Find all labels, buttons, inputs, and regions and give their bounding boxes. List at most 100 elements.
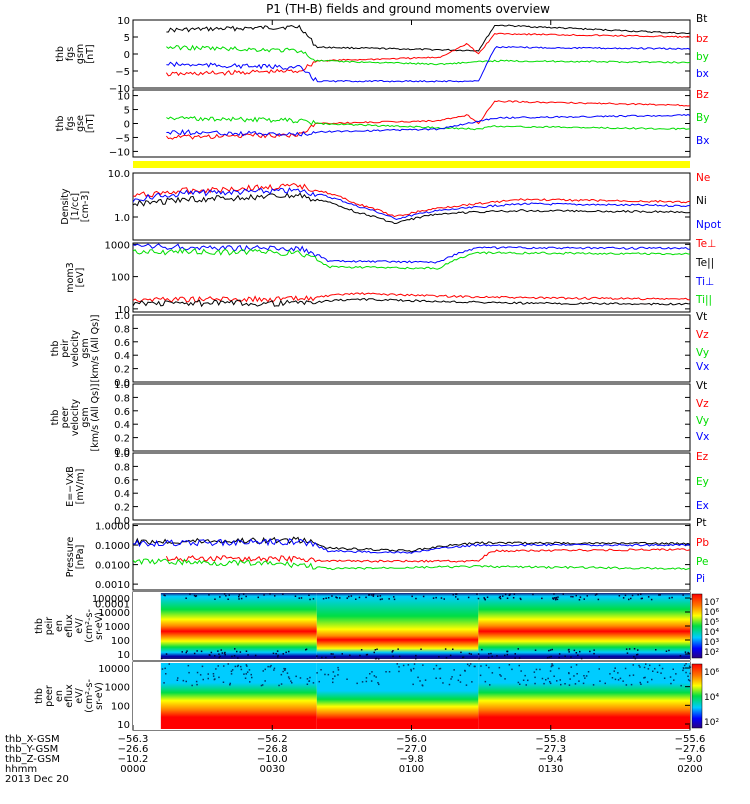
spectrogram-noise bbox=[393, 598, 396, 601]
y-tick-label: 5 bbox=[124, 106, 130, 117]
spectrogram-noise bbox=[335, 596, 337, 598]
spectrogram-noise bbox=[237, 657, 239, 659]
spectrogram-noise bbox=[298, 597, 300, 599]
y-axis-label: [nT] bbox=[85, 44, 96, 63]
y-tick-label: 100 bbox=[111, 273, 130, 284]
y-axis-label: fgs bbox=[65, 47, 76, 61]
y-axis-label: [km/s (All Qs)] bbox=[90, 384, 101, 452]
spectrogram-noise bbox=[290, 680, 292, 682]
spectrogram-noise bbox=[398, 655, 401, 658]
spectrogram-noise bbox=[656, 671, 659, 673]
y-axis-label: [cm-3] bbox=[80, 191, 91, 222]
spectrogram-noise bbox=[238, 594, 241, 596]
y-tick-label: 10000 bbox=[98, 664, 130, 675]
spectrogram-late bbox=[478, 663, 690, 729]
spectrogram-noise bbox=[564, 683, 566, 685]
spectrogram-noise bbox=[498, 666, 501, 669]
spectrogram-noise bbox=[350, 595, 353, 597]
spectrogram-noise bbox=[218, 653, 220, 655]
spectrogram-noise bbox=[467, 596, 470, 599]
spectrogram-noise bbox=[181, 651, 183, 653]
x-tick-xgsm: −56.0 bbox=[396, 734, 427, 745]
spectrogram-noise bbox=[625, 648, 628, 650]
spectrogram-noise bbox=[231, 655, 233, 658]
x-row-label: 2013 Dec 20 bbox=[5, 774, 69, 785]
spectrogram-noise bbox=[593, 652, 595, 655]
spectrogram-noise bbox=[502, 595, 504, 597]
spectrogram-noise bbox=[640, 683, 642, 685]
spectrogram-noise bbox=[628, 674, 631, 677]
spectrogram-noise bbox=[477, 653, 480, 655]
spectrogram-noise bbox=[225, 595, 227, 597]
spectrogram-noise bbox=[593, 649, 595, 651]
spectrogram-noise bbox=[207, 673, 209, 675]
spectrogram-noise bbox=[639, 681, 641, 684]
spectrogram-noise bbox=[365, 677, 368, 679]
spectrogram-noise bbox=[305, 649, 307, 651]
spectrogram-noise bbox=[625, 684, 628, 686]
spectrogram-noise bbox=[228, 594, 230, 596]
spectrogram-noise bbox=[514, 657, 516, 659]
spectrogram-noise bbox=[165, 653, 168, 655]
spectrogram-noise bbox=[654, 667, 656, 670]
spectrogram-noise bbox=[196, 671, 199, 674]
spectrogram-noise bbox=[643, 666, 646, 669]
spectrogram-noise bbox=[638, 664, 640, 667]
y-axis-label: thb bbox=[34, 618, 45, 634]
y-axis-label: [mV/m] bbox=[75, 469, 86, 505]
y-tick-label: 0.4 bbox=[114, 420, 130, 431]
spectrogram-noise bbox=[483, 598, 486, 600]
spectrogram-noise bbox=[637, 649, 639, 651]
y-axis-label: (cm²-s- bbox=[84, 609, 95, 643]
legend-Ey: Ey bbox=[696, 476, 709, 488]
spectrogram-noise bbox=[208, 654, 211, 656]
spectrogram-noise bbox=[583, 675, 585, 677]
spectrogram-noise bbox=[633, 656, 635, 658]
y-tick-label: 0.0 bbox=[114, 447, 130, 458]
spectrogram-noise bbox=[547, 677, 549, 680]
legend-Bt: Bt bbox=[696, 13, 707, 25]
spectrogram-mid bbox=[316, 663, 479, 729]
spectrogram-noise bbox=[212, 675, 215, 677]
series-Pe bbox=[133, 558, 690, 571]
spectrogram-noise bbox=[227, 663, 229, 665]
legend-Bz: Bz bbox=[696, 89, 709, 101]
spectrogram-noise bbox=[325, 597, 327, 599]
spectrogram-noise bbox=[484, 598, 486, 601]
spectrogram-noise bbox=[439, 677, 442, 679]
y-tick-label: 1000 bbox=[105, 622, 130, 633]
spectrogram-noise bbox=[632, 674, 635, 676]
y-axis-label: gsm bbox=[80, 338, 91, 358]
spectrogram-noise bbox=[568, 672, 570, 675]
spectrogram-noise bbox=[435, 596, 437, 599]
spectrogram-noise bbox=[191, 684, 193, 687]
spectrogram-noise bbox=[444, 648, 447, 650]
spectrogram-noise bbox=[422, 595, 425, 598]
spectrogram-noise bbox=[240, 668, 243, 671]
spectrogram-noise bbox=[346, 678, 348, 680]
spectrogram-noise bbox=[554, 598, 557, 601]
spectrogram-noise bbox=[163, 682, 165, 684]
spectrogram-noise bbox=[188, 671, 190, 674]
spectrogram-noise bbox=[415, 657, 417, 660]
legend-Vx: Vx bbox=[696, 431, 709, 443]
spectrogram-noise bbox=[575, 652, 578, 654]
y-axis-label: [eV] bbox=[75, 268, 86, 288]
spectrogram-noise bbox=[247, 654, 249, 656]
series-Ti|| bbox=[133, 247, 690, 270]
y-axis-label: Density bbox=[60, 188, 71, 224]
spectrogram-noise bbox=[263, 594, 265, 596]
colorbar bbox=[691, 663, 703, 729]
spectrogram-noise bbox=[589, 650, 591, 653]
x-tick-zgsm: −10.2 bbox=[118, 754, 149, 765]
spectrogram-noise bbox=[622, 680, 624, 682]
spectrogram-noise bbox=[379, 598, 382, 601]
y-axis-label: thb bbox=[50, 410, 61, 426]
y-axis-label: (cm²-s- bbox=[84, 679, 95, 713]
y-axis-label: thb bbox=[34, 688, 45, 704]
x-row-label: thb_Y-GSM bbox=[5, 744, 58, 755]
spectrogram-noise bbox=[685, 671, 687, 674]
spectrogram-noise bbox=[215, 668, 217, 670]
y-axis-label: eflux bbox=[64, 684, 75, 708]
